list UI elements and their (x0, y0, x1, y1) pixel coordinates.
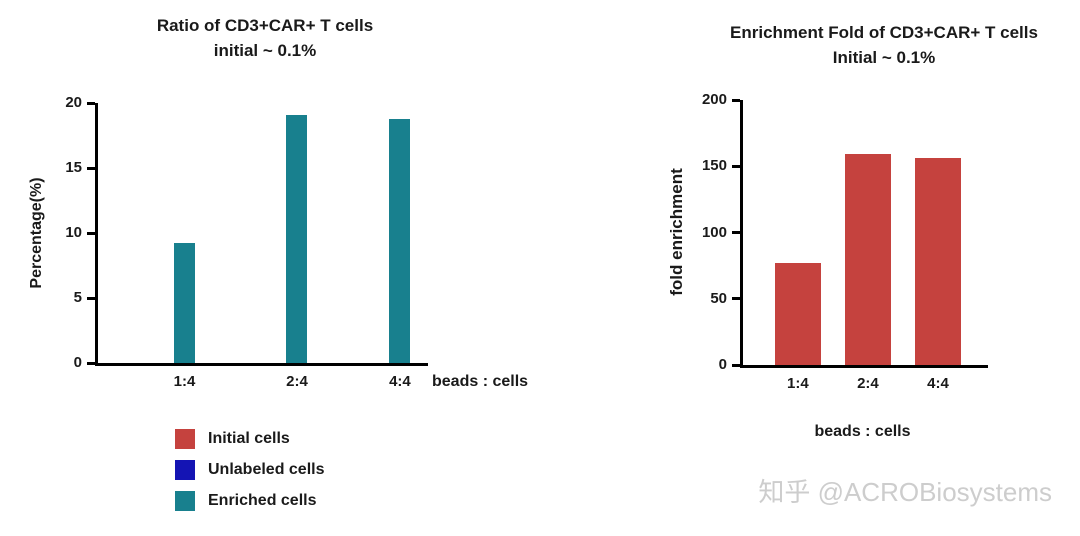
legend-swatch-icon (175, 429, 195, 449)
ratio-plot-area: 0 5 10 15 20 1:4 2:4 4:4 (65, 94, 428, 390)
ratio-chart-title-line1: Ratio of CD3+CAR+ T cells (156, 16, 374, 35)
y-tick-mark (732, 297, 740, 301)
legend-label: Enriched cells (208, 492, 317, 509)
enrichment-x-axis-label: beads : cells (814, 423, 911, 440)
legend-item: Initial cells (175, 429, 325, 449)
x-tick-label: 4:4 (389, 373, 411, 390)
y-tick-mark (732, 363, 740, 367)
y-tick-mark (87, 101, 95, 105)
legend-label: Unlabeled cells (208, 461, 325, 478)
y-tick-mark (732, 164, 740, 168)
enrichment-y-axis-label: fold enrichment (667, 168, 686, 296)
y-tick-label: 20 (65, 94, 82, 111)
legend-swatch-icon (175, 460, 195, 480)
y-tick-mark (87, 231, 95, 235)
y-tick-label: 0 (718, 356, 727, 373)
y-tick-label: 5 (73, 289, 82, 306)
y-tick-label: 0 (73, 354, 82, 371)
y-tick-mark (732, 98, 740, 102)
enrichment-chart-title: Enrichment Fold of CD3+CAR+ T cells Init… (698, 20, 1070, 70)
bar-4:4 (389, 118, 411, 363)
bar-1:4 (774, 262, 821, 365)
ratio-y-axis-label: Percentage(%) (28, 177, 45, 289)
x-tick-label: 2:4 (857, 375, 879, 392)
y-tick-mark (87, 296, 95, 300)
bar-2:4 (844, 154, 891, 365)
legend-label: Initial cells (208, 430, 290, 447)
x-tick-label: 2:4 (286, 373, 308, 390)
y-tick-label: 100 (701, 223, 727, 241)
x-tick-label: 1:4 (787, 375, 809, 392)
y-tick-label: 10 (65, 224, 82, 241)
y-tick-mark (732, 231, 740, 234)
y-tick-label: 15 (65, 159, 82, 176)
ratio-chart-title-line2: initial ~ 0.1% (213, 41, 317, 60)
y-tick-label: 50 (710, 289, 727, 307)
enrichment-plot-area: 0 50 100 150 200 1:4 2:4 4:4 (702, 91, 988, 392)
y-tick-mark (87, 361, 95, 365)
x-tick-label: 4:4 (927, 375, 949, 392)
y-tick-label: 150 (701, 157, 727, 175)
enrichment-chart-title-line1: Enrichment Fold of CD3+CAR+ T cells (730, 23, 1038, 42)
legend: Initial cells Unlabeled cells Enriched cel… (175, 429, 325, 522)
legend-item: Unlabeled cells (175, 460, 325, 480)
bar-2:4 (286, 114, 308, 363)
bar-1:4 (173, 243, 195, 363)
legend-item: Enriched cells (175, 491, 325, 511)
legend-swatch-icon (175, 491, 195, 511)
watermark: 知乎 @ACROBiosystems (758, 477, 1052, 507)
ratio-x-axis-label: beads : cells (432, 373, 529, 390)
x-tick-label: 1:4 (173, 373, 196, 390)
y-tick-label: 200 (701, 91, 727, 108)
y-tick-mark (87, 166, 95, 170)
bar-4:4 (915, 158, 962, 365)
enrichment-chart-title-line2: Initial ~ 0.1% (832, 48, 936, 67)
ratio-chart-title: Ratio of CD3+CAR+ T cells initial ~ 0.1% (85, 13, 445, 63)
